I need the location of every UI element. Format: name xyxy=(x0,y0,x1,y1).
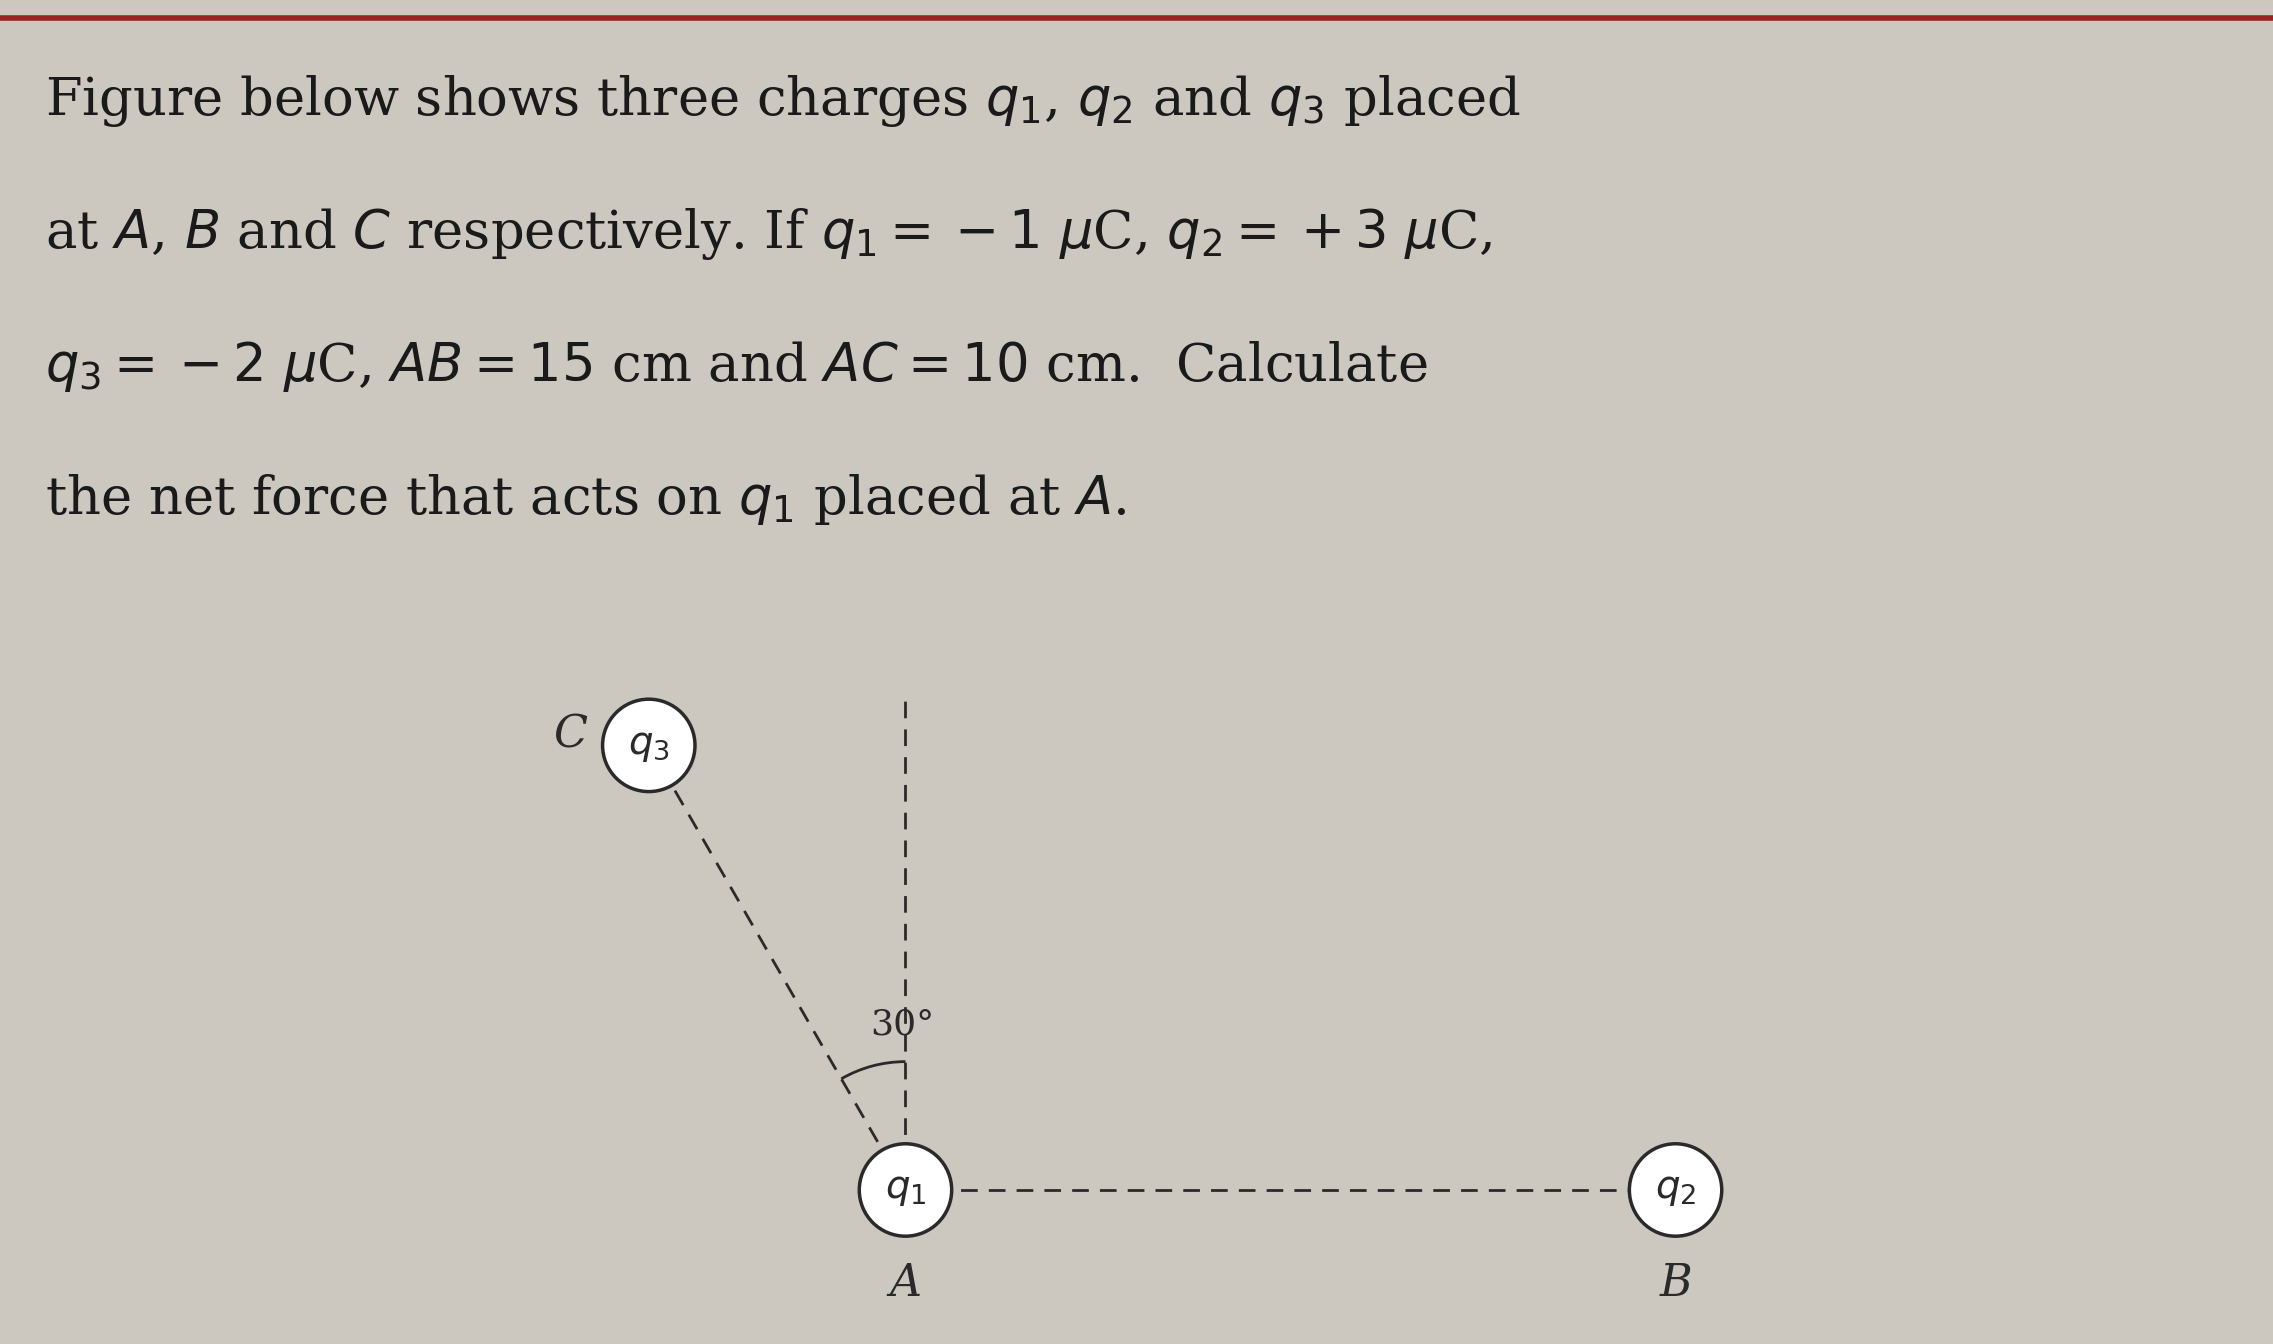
Text: C: C xyxy=(552,714,586,757)
Text: at $A$, $B$ and $C$ respectively. If $q_1 = -1$ $\mu$C, $q_2 = +3$ $\mu$C,: at $A$, $B$ and $C$ respectively. If $q_… xyxy=(45,206,1493,262)
Text: $q_3 = -2$ $\mu$C, $AB = 15$ cm and $AC = 10$ cm.  Calculate: $q_3 = -2$ $\mu$C, $AB = 15$ cm and $AC … xyxy=(45,339,1427,394)
Text: Figure below shows three charges $q_1$, $q_2$ and $q_3$ placed: Figure below shows three charges $q_1$, … xyxy=(45,73,1521,129)
Text: $q_3$: $q_3$ xyxy=(627,727,671,763)
Text: 30°: 30° xyxy=(871,1007,934,1042)
Text: B: B xyxy=(1659,1262,1691,1305)
Text: $q_2$: $q_2$ xyxy=(1655,1172,1696,1208)
Circle shape xyxy=(1630,1144,1721,1236)
Circle shape xyxy=(859,1144,952,1236)
Circle shape xyxy=(602,699,696,792)
Text: the net force that acts on $q_1$ placed at $A$.: the net force that acts on $q_1$ placed … xyxy=(45,472,1127,527)
Text: A: A xyxy=(889,1262,921,1305)
Text: $q_1$: $q_1$ xyxy=(884,1172,927,1208)
